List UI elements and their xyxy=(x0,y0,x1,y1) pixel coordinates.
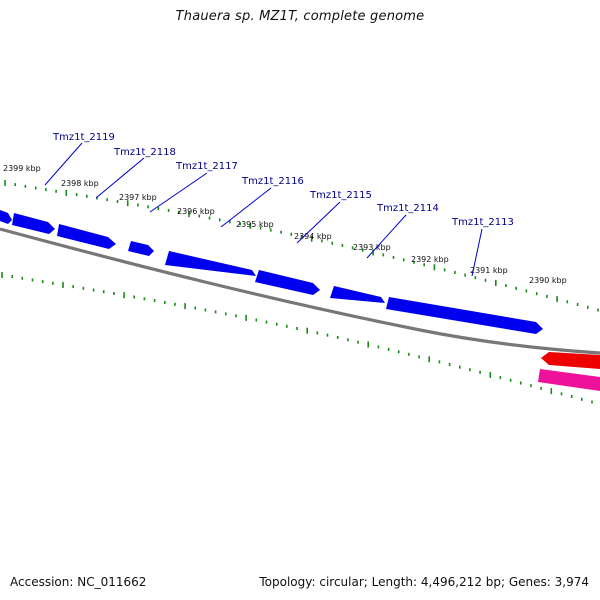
leader-line xyxy=(44,142,83,186)
leader-line xyxy=(95,157,145,199)
gene-leader-lines xyxy=(44,142,483,277)
gene-arrow[interactable] xyxy=(538,369,600,391)
ruler-tick-label: 2395 kbp xyxy=(236,220,274,229)
gene-label[interactable]: Tmz1t_2114 xyxy=(376,203,439,214)
ruler-tick-label: 2399 kbp xyxy=(3,164,41,173)
outer-tick-track xyxy=(4,180,599,312)
gene-label[interactable]: Tmz1t_2118 xyxy=(113,147,176,158)
leader-line xyxy=(149,172,208,213)
gene-label[interactable]: Tmz1t_2119 xyxy=(52,132,115,143)
inner-tick-track xyxy=(1,272,593,404)
gene-arrow[interactable] xyxy=(57,224,116,249)
leader-line xyxy=(366,214,407,259)
gene-arrow[interactable] xyxy=(128,241,154,256)
gene-arrow[interactable] xyxy=(165,251,256,276)
ruler-tick-label: 2398 kbp xyxy=(61,179,99,188)
accession-text: Accession: NC_011662 xyxy=(10,575,147,589)
ruler-tick-label: 2392 kbp xyxy=(411,255,449,264)
ruler-tick-label: 2390 kbp xyxy=(529,276,567,285)
map-title: Thauera sp. MZ1T, complete genome xyxy=(175,9,425,24)
gene-arrow[interactable] xyxy=(255,270,320,295)
leader-line xyxy=(296,201,341,244)
gene-arrow[interactable] xyxy=(330,286,385,303)
ruler-tick-label: 2397 kbp xyxy=(119,193,157,202)
ruler-tick-label: 2393 kbp xyxy=(353,243,391,252)
gene-label[interactable]: Tmz1t_2116 xyxy=(241,176,304,187)
ruler-tick-label: 2394 kbp xyxy=(294,232,332,241)
ruler-tick-label: 2391 kbp xyxy=(470,266,508,275)
gene-arrow[interactable] xyxy=(386,297,543,334)
forward-gene-track[interactable] xyxy=(0,210,543,334)
gene-arrow[interactable] xyxy=(0,210,12,224)
gene-label[interactable]: Tmz1t_2117 xyxy=(175,161,238,172)
gene-label[interactable]: Tmz1t_2115 xyxy=(309,190,372,201)
genome-backbone xyxy=(0,227,600,355)
ruler-tick-label: 2396 kbp xyxy=(177,207,215,216)
ruler-labels: 2399 kbp 2398 kbp 2397 kbp 2396 kbp 2395… xyxy=(3,164,567,285)
gene-labels: Tmz1t_2119 Tmz1t_2118 Tmz1t_2117 Tmz1t_2… xyxy=(52,132,514,228)
gene-label[interactable]: Tmz1t_2113 xyxy=(451,217,514,228)
genome-summary-text: Topology: circular; Length: 4,496,212 bp… xyxy=(259,575,589,589)
leader-line xyxy=(471,228,483,277)
gene-arrow[interactable] xyxy=(12,213,55,234)
leader-line xyxy=(220,187,272,228)
gene-arrow[interactable] xyxy=(541,352,600,369)
reverse-gene-track[interactable] xyxy=(538,352,600,391)
